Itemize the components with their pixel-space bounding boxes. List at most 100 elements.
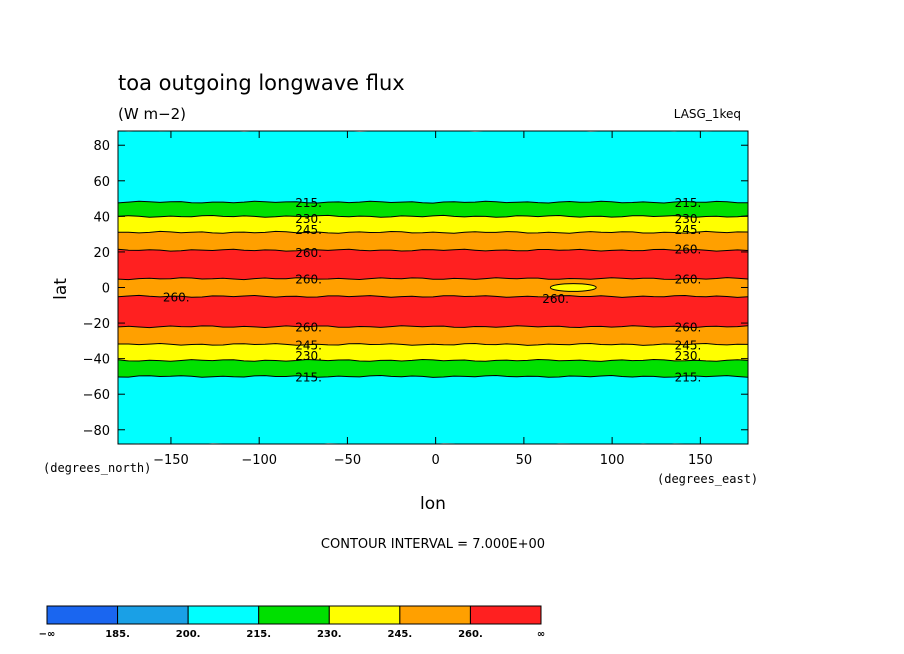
contour-label-text: 260.: [675, 242, 702, 256]
contour-label: 260.: [542, 292, 569, 306]
colorbar-swatch: [469, 605, 542, 625]
contour-label-text: 260.: [295, 246, 322, 260]
colorbar-swatch: [258, 605, 330, 625]
contour-label-text: 260.: [163, 290, 190, 304]
contour-label-text: 230.: [675, 212, 702, 226]
contour-band: [118, 295, 748, 328]
contour-label: 245.: [295, 338, 322, 352]
contour-bands: [118, 131, 748, 444]
contour-label: 245.: [675, 223, 702, 237]
contour-label-text: 215.: [295, 370, 322, 384]
colorbar-label: 260.: [458, 629, 483, 640]
y-tick-label: 20: [93, 246, 110, 261]
contour-band: [118, 325, 748, 346]
contour-label-text: 230.: [295, 349, 322, 363]
contour-label: 260.: [675, 242, 702, 256]
contour-label-text: 215.: [675, 196, 702, 210]
contour-line: [118, 294, 748, 298]
contour-line: [118, 342, 748, 346]
contour-label-text: 260.: [542, 292, 569, 306]
y-tick-label: 60: [93, 175, 110, 190]
contour-label-text: 215.: [675, 370, 702, 384]
x-tick-label: −150: [153, 453, 189, 468]
contour-line: [118, 248, 748, 252]
contour-line: [118, 374, 748, 378]
x-tick-label: −50: [334, 453, 361, 468]
x-tick-label: 0: [432, 453, 440, 468]
colorbar-label: 215.: [246, 629, 271, 640]
contour-label: 230.: [675, 212, 702, 226]
chart-units: (W m−2): [118, 105, 186, 123]
contour-label-text: 245.: [295, 338, 322, 352]
contour-band: [118, 343, 748, 362]
contour-label-text: 260.: [295, 273, 322, 287]
contour-label: 215.: [675, 196, 702, 210]
dataset-label: LASG_1keq: [674, 107, 741, 121]
contour-band: [118, 277, 748, 298]
x-tick-label: 50: [516, 453, 533, 468]
y-tick-label: −80: [83, 424, 110, 439]
contour-label: 245.: [675, 338, 702, 352]
contour-label: 260.: [295, 246, 322, 260]
colorbar-swatch: [46, 605, 119, 625]
colorbar-swatch: [117, 605, 189, 625]
contour-label-text: 260.: [295, 321, 322, 335]
y-tick-label: 0: [102, 282, 110, 297]
contour-interval-text: CONTOUR INTERVAL = 7.000E+00: [321, 537, 545, 552]
contour-label: 260.: [163, 290, 190, 304]
colorbar-label: ∞: [537, 629, 545, 640]
contour-label: 230.: [295, 349, 322, 363]
x-unit-label: (degrees_east): [657, 472, 758, 486]
y-axis-ticks: 80 60 40 20 0 −20 −40 −60 −80: [83, 139, 748, 439]
contour-label: 215.: [675, 370, 702, 384]
x-axis-ticks: −150 −100 −50 0 50 100 150: [153, 131, 713, 468]
colorbar-label: 185.: [105, 629, 130, 640]
x-tick-label: 150: [688, 453, 713, 468]
contour-label: 260.: [675, 321, 702, 335]
contour-label: 245.: [295, 223, 322, 237]
contour-band: [118, 131, 748, 204]
contour-line: [118, 358, 748, 362]
colorbar-swatch: [328, 605, 401, 625]
contour-plot-area: 215.230.245.260.260.260. 260.260.245.230.…: [117, 130, 749, 445]
y-axis-label: lat: [51, 278, 71, 300]
contour-label-text: 215.: [295, 196, 322, 210]
contour-label: 215.: [295, 196, 322, 210]
colorbar-swatch: [187, 605, 260, 625]
x-tick-label: −100: [241, 453, 277, 468]
contour-band: [118, 359, 748, 378]
y-tick-label: −40: [83, 353, 110, 368]
chart-title: toa outgoing longwave flux: [118, 71, 405, 95]
y-tick-label: −20: [83, 317, 110, 332]
contour-line: [118, 200, 748, 204]
x-axis-label: lon: [420, 494, 446, 514]
contour-band: [118, 375, 748, 444]
contour-label: 215.: [295, 370, 322, 384]
contour-label-text: 260.: [675, 321, 702, 335]
contour-label: 230.: [295, 212, 322, 226]
colorbar-label: 230.: [317, 629, 342, 640]
contour-label: 260.: [295, 273, 322, 287]
colorbar-label: 245.: [388, 629, 413, 640]
contour-line: [118, 277, 748, 281]
colorbar: −∞ 185. 200. 215. 230. 245. 260. ∞: [39, 605, 545, 640]
contour-band: [118, 201, 748, 218]
contour-label-text: 260.: [675, 273, 702, 287]
contour-label-text: 245.: [675, 338, 702, 352]
y-tick-label: 80: [93, 139, 110, 154]
y-tick-label: −60: [83, 388, 110, 403]
x-tick-label: 100: [600, 453, 625, 468]
colorbar-label: 200.: [176, 629, 201, 640]
contour-band: [118, 215, 748, 234]
contour-label: 260.: [675, 273, 702, 287]
contour-band: [118, 249, 748, 280]
contour-features: [549, 283, 597, 292]
contour-label-text: 245.: [295, 223, 322, 237]
contour-line: [118, 230, 748, 234]
contour-label: 230.: [675, 349, 702, 363]
colorbar-label: −∞: [39, 629, 56, 640]
contour-labels: 215.230.245.260.260.260. 260.260.245.230.…: [163, 196, 702, 384]
y-unit-label: (degrees_north): [43, 461, 151, 475]
y-tick-label: 40: [93, 210, 110, 225]
